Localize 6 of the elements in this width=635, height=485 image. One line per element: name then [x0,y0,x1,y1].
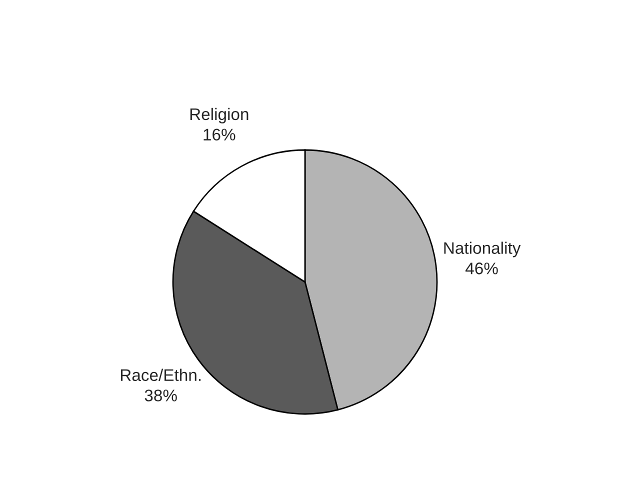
slice-label: Race/Ethn. [120,368,201,382]
data-label: 46% [466,262,498,274]
slice-label: Religion [190,108,248,124]
data-label: 16% [204,128,236,140]
slice-label: Nationality [444,242,521,258]
data-label: 38% [144,390,177,402]
